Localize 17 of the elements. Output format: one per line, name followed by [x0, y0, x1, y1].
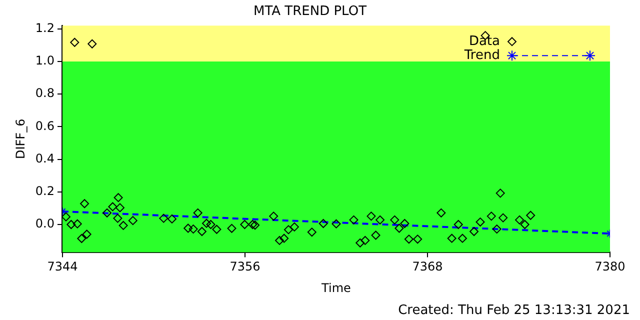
x-tick-label: 7344: [47, 260, 78, 274]
legend-label: Trend: [463, 48, 500, 63]
y-tick-label: 0.0: [35, 216, 54, 231]
y-tick-label: 0.4: [35, 151, 54, 166]
text: Created: Thu Feb 25 13:13:31 2021: [398, 303, 630, 318]
x-axis-title: Time: [320, 280, 351, 295]
x-tick-label: 7356: [230, 260, 260, 274]
y-tick-label: 0.2: [35, 184, 54, 198]
y-axis-title: DIFF_6: [13, 118, 28, 160]
y-tick-label: 1.2: [35, 20, 54, 35]
x-tick-label: 7368: [412, 260, 443, 274]
y-tick-label: 0.8: [35, 86, 54, 100]
x-tick-label: 7380: [594, 260, 626, 274]
y-tick-label: 0.6: [35, 118, 54, 133]
chart-title: MTA TREND PLOT: [253, 4, 367, 20]
legend-label: Data: [468, 34, 500, 49]
y-tick-label: 1.0: [35, 54, 54, 68]
